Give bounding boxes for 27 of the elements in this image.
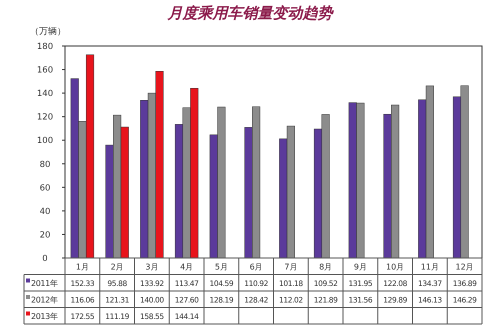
- x-tick-label: 9月: [354, 262, 367, 272]
- x-tick-label: 4月: [180, 262, 194, 272]
- y-tick-label: 160: [36, 66, 54, 76]
- x-tick-label: 2月: [110, 262, 124, 272]
- x-tick-label: 5月: [214, 262, 228, 272]
- x-tick-label: 1月: [76, 262, 89, 272]
- y-tick-label: 180: [36, 42, 54, 52]
- x-tick-label: 8月: [319, 262, 332, 272]
- y-tick-label: 100: [36, 136, 54, 146]
- x-tick-label: 3月: [145, 262, 158, 272]
- y-tick-label: 60: [40, 183, 50, 194]
- y-tick-label: 80: [40, 160, 50, 170]
- y-tick-label: 40: [40, 206, 50, 217]
- y-tick-label: 0: [42, 254, 48, 264]
- chart-title: 月度乘用车销量变动趋势: [166, 4, 334, 22]
- x-tick-label: 7月: [284, 262, 298, 272]
- x-tick-label: 10月: [386, 262, 404, 272]
- legend-label: 2012年: [31, 295, 58, 304]
- y-tick-label: 20: [40, 230, 50, 240]
- legend-label: 2013年: [31, 312, 58, 321]
- x-tick-label: 6月: [250, 262, 263, 272]
- y-tick-label: 140: [36, 89, 54, 100]
- x-tick-label: 11月: [420, 262, 439, 272]
- y-axis-title: （万辆）: [30, 26, 66, 37]
- x-tick-label: 12月: [456, 262, 474, 272]
- legend-label: 2011年: [31, 278, 58, 288]
- y-tick-label: 120: [36, 112, 54, 123]
